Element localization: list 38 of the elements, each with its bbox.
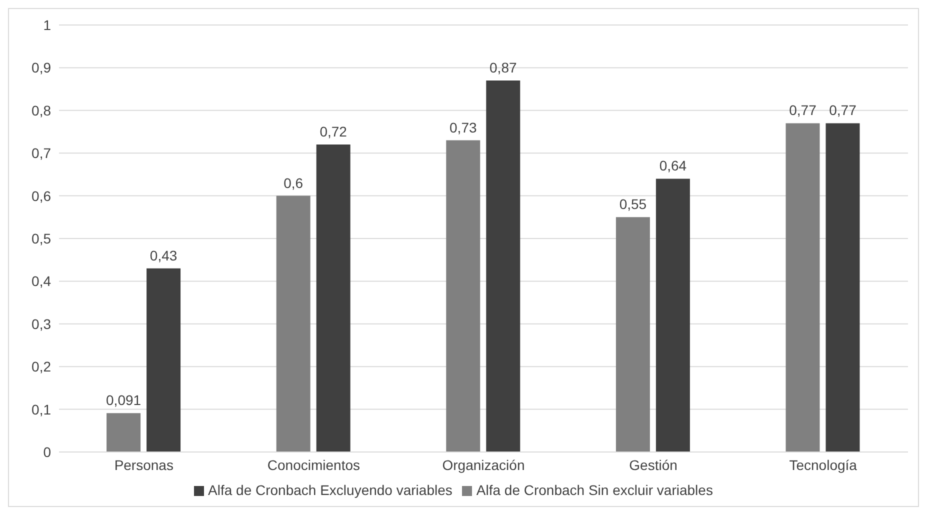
y-tick-label: 0,1	[32, 401, 52, 418]
bar	[106, 413, 141, 452]
y-tick-label: 0,8	[32, 102, 52, 118]
data-label: 0,43	[150, 247, 178, 264]
y-tick-label: 0	[43, 444, 52, 460]
data-label: 0,73	[450, 119, 477, 136]
y-tick-label: 0,3	[32, 316, 52, 332]
y-tick-label: 0,9	[32, 60, 52, 76]
x-tick-label: Tecnología	[789, 456, 858, 473]
data-label: 0,87	[490, 60, 517, 76]
y-tick-label: 1	[43, 16, 52, 33]
bar	[316, 144, 350, 452]
data-label: 0,6	[284, 174, 304, 191]
data-label: 0,77	[829, 102, 857, 118]
legend-label: Alfa de Cronbach Sin excluir variables	[476, 482, 713, 498]
y-tick-label: 0,4	[32, 273, 52, 290]
x-tick-label: Gestión	[629, 456, 678, 473]
data-label: 0,72	[320, 124, 348, 140]
y-tick-label: 0,2	[32, 358, 52, 375]
data-label: 0,55	[619, 196, 647, 212]
data-label: 0,64	[659, 158, 687, 174]
x-tick-label: Organización	[442, 456, 525, 473]
bar	[616, 217, 650, 452]
bar	[276, 196, 310, 452]
y-tick-label: 0,5	[32, 230, 52, 246]
data-label: 0,77	[789, 102, 817, 118]
bar	[486, 80, 520, 452]
data-label: 0,091	[106, 392, 142, 408]
bar	[826, 123, 860, 452]
bar	[446, 140, 480, 452]
bar	[146, 268, 181, 452]
bar	[656, 178, 690, 452]
bar	[786, 123, 820, 452]
x-tick-label: Conocimientos	[267, 456, 360, 473]
legend-label: Alfa de Cronbach Excluyendo variables	[208, 482, 452, 498]
x-tick-label: Personas	[114, 456, 174, 473]
y-tick-label: 0,6	[32, 188, 52, 204]
y-tick-label: 0,7	[32, 145, 52, 162]
